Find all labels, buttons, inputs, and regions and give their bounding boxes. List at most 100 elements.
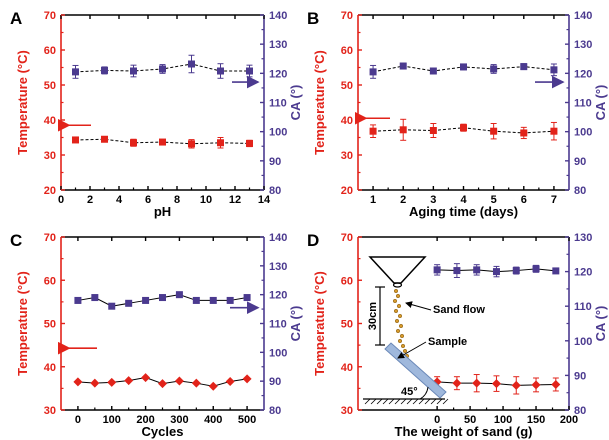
x-tick-label: 6 — [521, 194, 527, 206]
x-tick-label: 50 — [464, 414, 476, 426]
y-right-tick-label: 130 — [269, 261, 287, 273]
data-point — [159, 65, 166, 73]
data-point — [243, 294, 251, 302]
x-tick-label: 0 — [58, 194, 64, 206]
series-right — [72, 54, 253, 79]
panel-label: C — [10, 231, 22, 250]
y-right-tick-label: 90 — [269, 376, 281, 388]
data-point — [460, 63, 467, 71]
y-right-axis-title: CA (°) — [593, 85, 608, 121]
data-point — [91, 294, 99, 302]
ground-hatch — [412, 398, 419, 405]
y-right-tick-label: 120 — [269, 68, 287, 80]
data-point — [433, 266, 441, 274]
y-left-tick-label: 60 — [341, 45, 353, 57]
y-right-axis-title: CA (°) — [593, 306, 608, 342]
x-tick-label: 200 — [136, 414, 154, 426]
data-point — [399, 62, 407, 70]
data-point — [175, 291, 183, 299]
x-tick-label: 150 — [527, 414, 545, 426]
sand-flow-label: Sand flow — [433, 304, 485, 316]
y-right-tick-label: 100 — [269, 347, 287, 359]
ground-hatch — [364, 398, 371, 405]
y-right-tick-label: 110 — [269, 98, 287, 110]
x-tick-label: 300 — [170, 414, 188, 426]
y-right-tick-label: 140 — [574, 10, 592, 22]
data-point — [429, 67, 437, 75]
y-left-tick-label: 60 — [341, 275, 353, 287]
data-point — [108, 302, 116, 310]
data-point — [130, 139, 137, 147]
y-left-tick-label: 30 — [44, 150, 56, 162]
data-point — [125, 299, 133, 307]
y-right-tick-label: 140 — [269, 232, 287, 244]
y-right-tick-label: 80 — [574, 185, 586, 197]
data-point — [209, 296, 217, 304]
ground-hatch — [418, 398, 425, 405]
y-left-tick-label: 50 — [341, 80, 353, 92]
data-point — [159, 294, 166, 302]
data-point — [72, 136, 79, 144]
data-point — [369, 68, 377, 76]
y-left-tick-label: 70 — [341, 10, 353, 22]
data-point — [174, 376, 184, 386]
height-label: 30cm — [367, 302, 379, 330]
data-point — [101, 66, 108, 74]
data-point — [141, 373, 151, 383]
x-tick-label: 10 — [200, 194, 212, 206]
y-left-tick-label: 50 — [44, 319, 56, 331]
data-point — [490, 127, 498, 135]
ground-hatch — [400, 398, 407, 405]
panel-d: D 0 50 100 150 200 30 40 50 60 70 80 90 100 110 120 130 T… — [307, 231, 608, 439]
y-right-tick-label: 110 — [574, 98, 592, 110]
data-point — [399, 126, 407, 134]
series-right — [369, 62, 558, 79]
data-point — [491, 379, 501, 389]
x-tick-label: 7 — [551, 194, 557, 206]
x-tick-label: 3 — [430, 194, 436, 206]
data-point — [242, 374, 252, 384]
data-point — [369, 127, 377, 135]
data-point — [246, 139, 253, 147]
data-point — [191, 378, 201, 388]
series-right — [74, 291, 251, 310]
x-tick-label: 100 — [103, 414, 121, 426]
sand-flow-arrow — [405, 301, 432, 311]
sand-grain — [394, 318, 400, 324]
ground-hatch — [430, 398, 437, 405]
series-left — [432, 374, 561, 395]
y-right-tick-label: 90 — [574, 156, 586, 168]
data-point — [532, 265, 540, 273]
data-point — [550, 66, 558, 74]
sand-grain — [396, 303, 402, 309]
ground-hatch — [376, 398, 383, 405]
data-point — [208, 381, 218, 391]
data-point — [473, 266, 481, 274]
y-left-tick-label: 40 — [341, 115, 353, 127]
data-point — [158, 379, 167, 389]
sand-grain — [400, 343, 406, 349]
sand-grain — [397, 338, 403, 344]
ground-hatch — [424, 398, 431, 405]
y-right-tick-label: 120 — [574, 267, 592, 279]
data-point — [225, 376, 235, 386]
y-left-tick-label: 30 — [44, 405, 56, 417]
y-right-tick-label: 130 — [574, 232, 592, 244]
x-tick-label: 5 — [491, 194, 497, 206]
x-axis-title: pH — [154, 204, 171, 219]
sand-grain — [393, 288, 399, 294]
sand-grain — [402, 348, 408, 354]
data-point — [460, 124, 467, 132]
y-right-tick-label: 90 — [574, 370, 586, 382]
y-left-tick-label: 70 — [341, 232, 353, 244]
x-tick-label: 1 — [370, 194, 376, 206]
y-left-tick-label: 30 — [341, 150, 353, 162]
y-left-tick-label: 20 — [341, 185, 353, 197]
y-left-tick-label: 70 — [44, 10, 56, 22]
data-point — [124, 376, 134, 386]
data-point — [217, 67, 224, 75]
y-left-tick-label: 60 — [44, 275, 56, 287]
x-tick-label: 400 — [204, 414, 222, 426]
data-point — [552, 267, 560, 275]
